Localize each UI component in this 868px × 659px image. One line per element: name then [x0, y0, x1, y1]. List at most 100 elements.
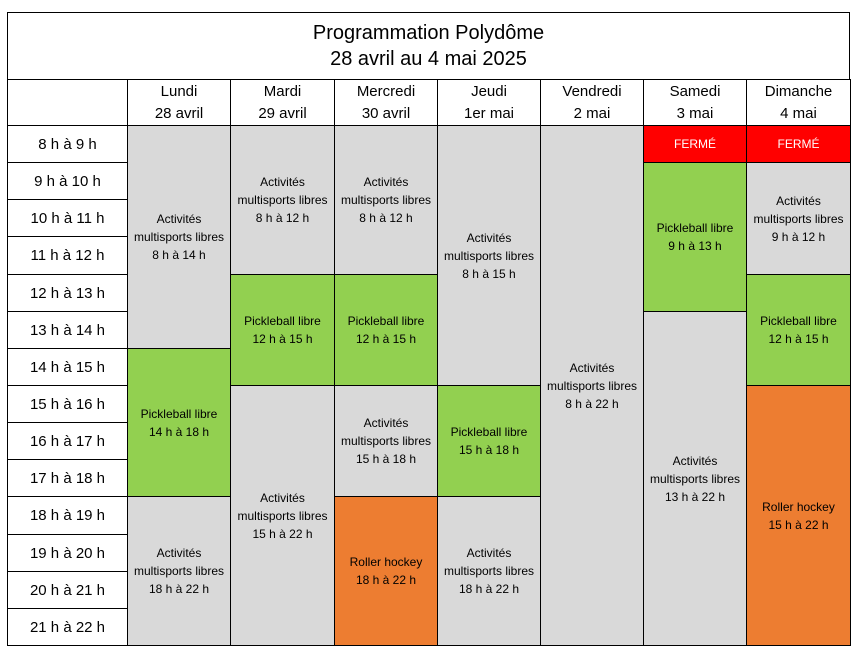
- activity-line: Roller hockey: [762, 499, 835, 514]
- activity-line: Activités: [466, 230, 512, 245]
- activity-line: Activités: [156, 546, 202, 560]
- time-slot-label: 9 h à 10 h: [34, 172, 101, 190]
- day-name: Mercredi: [356, 82, 416, 100]
- activity-line: 12 h à 15 h: [252, 332, 313, 346]
- activity-line: 12 h à 15 h: [355, 332, 417, 346]
- time-slot-cell: 8 h à 9 h: [7, 125, 128, 163]
- activity-line: Activités: [363, 416, 409, 430]
- activity-block-multisports: Activités multisports libres 8 h à 12 h: [230, 125, 335, 275]
- activity-line: Activités: [569, 360, 615, 375]
- activity-line: 18 h à 22 h: [458, 582, 520, 596]
- activity-line: Activités: [776, 193, 821, 208]
- time-slot-label: 8 h à 9 h: [38, 135, 97, 153]
- title-cell: Programmation Polydôme 28 avril au 4 mai…: [7, 12, 850, 80]
- day-name: Dimanche: [764, 82, 833, 100]
- activity-line: Activités: [260, 490, 305, 505]
- activity-line: 18 h à 22 h: [355, 573, 417, 587]
- time-slot-cell: 15 h à 16 h: [7, 385, 128, 423]
- activity-line: 14 h à 18 h: [148, 424, 210, 439]
- day-date: 3 mai: [676, 104, 714, 122]
- activity-line: multisports libres: [443, 248, 535, 263]
- activity-block-pickleball: Pickleball libre 9 h à 13 h: [643, 162, 747, 312]
- day-date: 29 avril: [258, 104, 307, 122]
- activity-line: FERMÉ: [777, 137, 820, 151]
- activity-line: multisports libres: [546, 378, 638, 393]
- activity-block-closed: FERMÉ: [643, 125, 747, 163]
- time-slot-cell: 17 h à 18 h: [7, 459, 128, 497]
- day-header: Mercredi 30 avril: [334, 79, 438, 126]
- activity-block-closed: FERMÉ: [746, 125, 851, 163]
- activity-line: Pickleball libre: [450, 425, 528, 439]
- activity-line: Activités: [363, 175, 409, 189]
- activity-line: FERMÉ: [674, 137, 716, 151]
- activity-line: Pickleball libre: [140, 406, 218, 421]
- activity-line: Pickleball libre: [244, 314, 321, 328]
- activity-block-multisports: Activités multisports libres 8 h à 15 h: [437, 125, 541, 386]
- activity-block-multisports: Activités multisports libres 8 h à 14 h: [127, 125, 231, 349]
- day-header: Samedi 3 mai: [643, 79, 747, 126]
- activity-line: 15 h à 22 h: [768, 517, 829, 532]
- time-slot-cell: 9 h à 10 h: [7, 162, 128, 200]
- activity-line: Pickleball libre: [656, 221, 734, 235]
- activity-block-pickleball: Pickleball libre 15 h à 18 h: [437, 385, 541, 497]
- time-slot-label: 20 h à 21 h: [29, 581, 106, 599]
- day-date: 1er mai: [463, 104, 515, 122]
- time-slot-label: 18 h à 19 h: [29, 507, 106, 524]
- day-name: Lundi: [160, 82, 198, 100]
- activity-line: Pickleball libre: [347, 314, 425, 328]
- activity-line: 12 h à 15 h: [768, 332, 829, 346]
- activity-block-multisports: Activités multisports libres 8 h à 12 h: [334, 125, 438, 275]
- activity-line: Activités: [672, 453, 718, 468]
- time-slot-cell: 18 h à 19 h: [7, 496, 128, 535]
- activity-line: Activités: [466, 546, 512, 560]
- activity-line: multisports libres: [340, 434, 432, 448]
- day-header: Lundi 28 avril: [127, 79, 231, 126]
- activity-block-roller: Roller hockey 15 h à 22 h: [746, 385, 851, 646]
- time-slot-label: 11 h à 12 h: [30, 247, 105, 264]
- activity-line: multisports libres: [340, 193, 432, 207]
- time-slot-label: 17 h à 18 h: [29, 469, 106, 487]
- activity-block-multisports: Activités multisports libres 13 h à 22 h: [643, 311, 747, 646]
- schedule-sheet: Programmation Polydôme 28 avril au 4 mai…: [7, 12, 851, 646]
- activity-line: multisports libres: [753, 211, 844, 226]
- time-slot-cell: 11 h à 12 h: [7, 236, 128, 275]
- activity-line: 18 h à 22 h: [148, 582, 210, 596]
- time-slot-cell: 20 h à 21 h: [7, 571, 128, 609]
- activity-block-pickleball: Pickleball libre 12 h à 15 h: [230, 274, 335, 386]
- time-slot-cell: 12 h à 13 h: [7, 274, 128, 312]
- time-slot-label: 16 h à 17 h: [29, 432, 106, 450]
- time-slot-cell: 21 h à 22 h: [7, 608, 128, 646]
- activity-block-pickleball: Pickleball libre 12 h à 15 h: [746, 274, 851, 386]
- activity-block-pickleball: Pickleball libre 12 h à 15 h: [334, 274, 438, 386]
- activity-line: 8 h à 22 h: [565, 396, 619, 411]
- activity-line: 8 h à 12 h: [255, 211, 310, 225]
- activity-line: Activités: [260, 175, 305, 189]
- activity-line: 15 h à 18 h: [355, 452, 417, 466]
- day-header: Dimanche 4 mai: [746, 79, 851, 126]
- activity-line: multisports libres: [133, 230, 225, 244]
- day-date: 4 mai: [780, 104, 817, 122]
- activity-line: 8 h à 12 h: [359, 211, 413, 225]
- time-slot-cell: 19 h à 20 h: [7, 534, 128, 572]
- time-slot-label: 15 h à 16 h: [29, 395, 106, 413]
- time-slot-label: 13 h à 14 h: [29, 321, 106, 339]
- day-header: Jeudi 1er mai: [437, 79, 541, 126]
- corner-cell: [7, 79, 128, 126]
- day-header: Vendredi 2 mai: [540, 79, 644, 126]
- day-date: 2 mai: [573, 104, 611, 122]
- time-slot-cell: 10 h à 11 h: [7, 199, 128, 237]
- activity-line: Activités: [156, 212, 202, 226]
- day-name: Jeudi: [471, 82, 507, 100]
- activity-block-multisports: Activités multisports libres 18 h à 22 h: [127, 496, 231, 646]
- day-date: 28 avril: [154, 104, 204, 122]
- day-header: Mardi 29 avril: [230, 79, 335, 126]
- time-slot-label: 10 h à 11 h: [30, 209, 105, 227]
- activity-line: 9 h à 12 h: [771, 229, 826, 244]
- activity-line: 15 h à 18 h: [458, 443, 520, 457]
- day-name: Vendredi: [562, 82, 622, 100]
- activity-line: multisports libres: [649, 471, 741, 486]
- activity-line: multisports libres: [237, 193, 328, 207]
- time-slot-label: 14 h à 15 h: [29, 358, 106, 376]
- activity-line: Roller hockey: [349, 555, 423, 569]
- activity-block-multisports: Activités multisports libres 18 h à 22 h: [437, 496, 541, 646]
